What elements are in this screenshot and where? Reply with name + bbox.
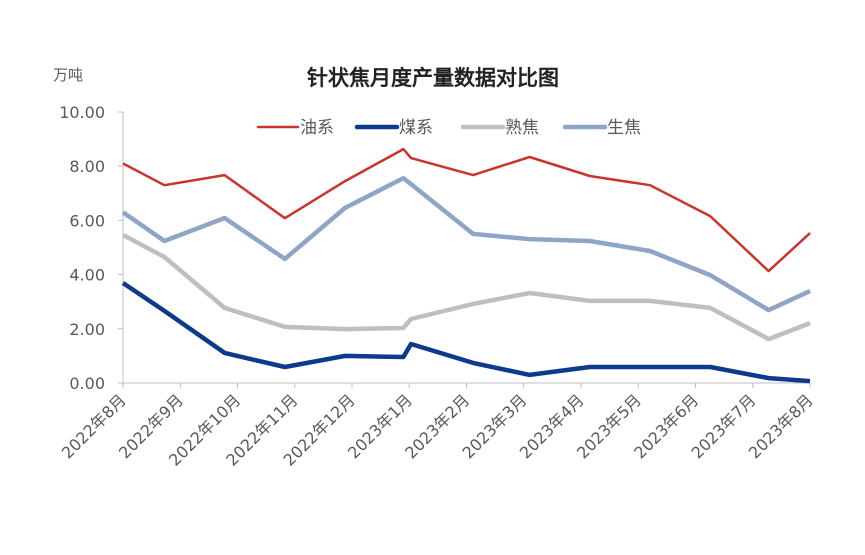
legend-label: 生焦 [607,118,641,138]
y-tick-label: 8.00 [69,157,105,176]
y-tick-label: 6.00 [69,211,105,230]
y-tick-label: 0.00 [69,374,105,393]
series-line-2 [121,281,811,384]
y-tick-label: 2.00 [69,320,105,339]
y-tick-label: 10.00 [59,103,105,122]
series-line-3 [121,233,811,342]
chart-title: 针状焦月度产量数据对比图 [307,66,559,90]
legend-label: 煤系 [399,118,433,138]
series-line-1 [122,147,811,273]
legend-label: 油系 [300,118,334,138]
y-axis-unit-label: 万吨 [53,66,83,84]
legend-label: 熟焦 [505,117,539,138]
series-line-4 [121,175,811,313]
y-tick-label: 4.00 [69,266,105,285]
